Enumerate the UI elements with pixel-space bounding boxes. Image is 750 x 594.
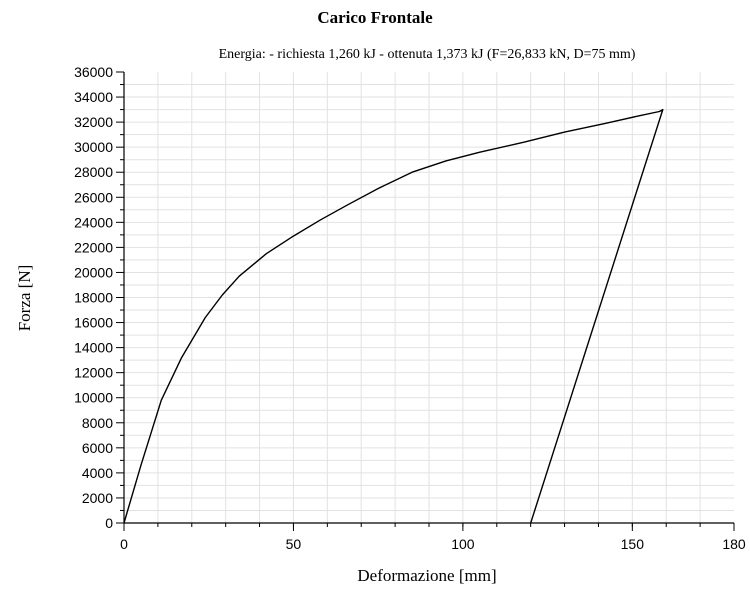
chart-subtitle: Energia: - richiesta 1,260 kJ - ottenuta…: [218, 47, 636, 62]
y-tick-label: 10000: [74, 390, 113, 406]
force-deformation-line: [123, 108, 664, 524]
y-tick-label: 28000: [74, 164, 113, 180]
y-tick-label: 26000: [74, 189, 113, 205]
x-axis-label: Deformazione [mm]: [357, 566, 497, 585]
y-tick-label: 36000: [74, 64, 113, 80]
y-tick-label: 0: [105, 515, 113, 531]
y-tick-label: 6000: [82, 440, 113, 456]
x-tick-label: 180: [722, 536, 746, 552]
y-tick-label: 30000: [74, 139, 113, 155]
y-tick-label: 18000: [74, 290, 113, 306]
y-tick-label: 16000: [74, 315, 113, 331]
y-tick-label: 24000: [74, 214, 113, 230]
x-tick-label: 150: [621, 536, 645, 552]
y-tick-label: 14000: [74, 340, 113, 356]
y-tick-label: 22000: [74, 239, 113, 255]
y-tick-label: 2000: [82, 490, 113, 506]
y-tick-label: 8000: [82, 415, 113, 431]
y-tick-label: 20000: [74, 264, 113, 280]
x-tick-label: 0: [120, 536, 128, 552]
chart-title: Carico Frontale: [317, 8, 433, 27]
x-tick-label: 50: [286, 536, 302, 552]
y-tick-label: 12000: [74, 365, 113, 381]
y-tick-label: 32000: [74, 114, 113, 130]
y-tick-label: 34000: [74, 89, 113, 105]
x-tick-label: 100: [451, 536, 475, 552]
y-tick-label: 4000: [82, 465, 113, 481]
